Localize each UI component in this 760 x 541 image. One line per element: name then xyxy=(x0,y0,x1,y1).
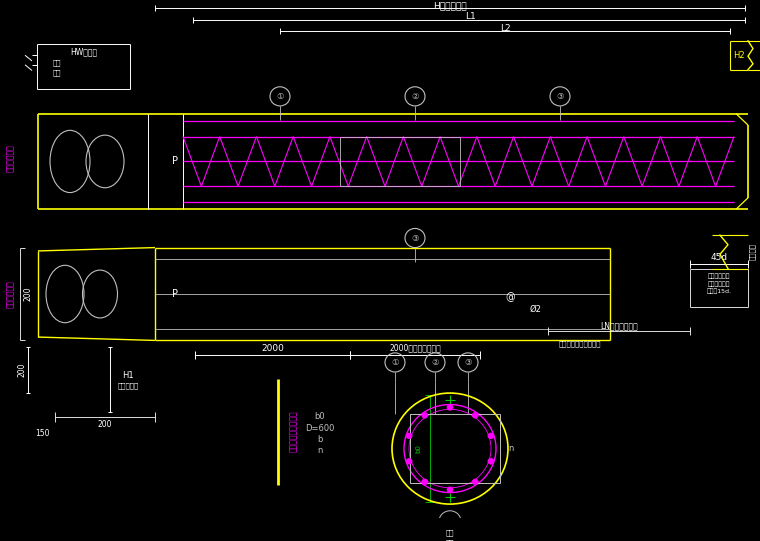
Circle shape xyxy=(447,405,453,410)
Text: ②: ② xyxy=(411,92,419,101)
Text: b0: b0 xyxy=(415,444,421,453)
Text: 200: 200 xyxy=(24,287,33,301)
Text: n: n xyxy=(508,444,514,453)
Circle shape xyxy=(472,412,478,418)
Text: 200: 200 xyxy=(98,420,112,429)
Text: D=600: D=600 xyxy=(306,424,334,433)
Text: 150: 150 xyxy=(35,429,49,438)
Text: 水平: 水平 xyxy=(446,539,454,541)
Text: 纸按就15d.: 纸按就15d. xyxy=(707,289,731,294)
Text: 张拉: 张拉 xyxy=(52,69,62,76)
Circle shape xyxy=(472,479,478,485)
Text: b0: b0 xyxy=(315,412,325,421)
Text: 2000: 2000 xyxy=(261,344,284,353)
Circle shape xyxy=(488,458,494,464)
Text: ③: ③ xyxy=(556,92,564,101)
Bar xyxy=(410,414,500,483)
Text: 连接: 连接 xyxy=(446,530,454,536)
Text: P: P xyxy=(172,289,178,299)
Text: ③: ③ xyxy=(411,234,419,242)
Text: H2: H2 xyxy=(733,51,745,60)
Text: 加密区长: 加密区长 xyxy=(749,243,755,260)
Text: 核对副筋对称: 核对副筋对称 xyxy=(708,274,730,279)
Circle shape xyxy=(488,433,494,439)
Text: 布筋，根据图: 布筋，根据图 xyxy=(708,281,730,287)
Text: 200: 200 xyxy=(17,363,27,377)
Text: ③: ③ xyxy=(464,358,472,367)
Text: 梅根区内插加密延伸筋: 梅根区内插加密延伸筋 xyxy=(559,340,601,347)
Text: Ø2: Ø2 xyxy=(529,305,541,314)
Text: L1: L1 xyxy=(464,12,475,22)
Text: ①: ① xyxy=(391,358,399,367)
Text: L2: L2 xyxy=(499,24,510,33)
Text: 45d: 45d xyxy=(711,253,727,262)
Text: b: b xyxy=(318,434,323,444)
Text: HW入键制: HW入键制 xyxy=(70,47,97,56)
Text: H（计算长）: H（计算长） xyxy=(433,1,467,10)
Text: ①: ① xyxy=(276,92,283,101)
Circle shape xyxy=(406,433,412,439)
Text: P: P xyxy=(172,156,178,167)
Text: @: @ xyxy=(505,292,515,302)
Text: 测制合符拆硬平合型: 测制合符拆硬平合型 xyxy=(289,411,297,452)
Text: 节点宽度列表: 节点宽度列表 xyxy=(5,280,14,308)
Circle shape xyxy=(447,487,453,493)
Circle shape xyxy=(406,458,412,464)
Text: 封头: 封头 xyxy=(52,60,62,66)
Text: n: n xyxy=(318,446,323,455)
Text: （入层间）: （入层间） xyxy=(117,382,138,389)
Text: LN（加密区长）: LN（加密区长） xyxy=(600,321,638,331)
Text: H1: H1 xyxy=(122,371,134,380)
Circle shape xyxy=(422,412,428,418)
Text: 节点宽度列表: 节点宽度列表 xyxy=(5,144,14,173)
Circle shape xyxy=(422,479,428,485)
Text: 2000（加密区间距）: 2000（加密区间距） xyxy=(389,344,441,353)
Text: ②: ② xyxy=(431,358,439,367)
